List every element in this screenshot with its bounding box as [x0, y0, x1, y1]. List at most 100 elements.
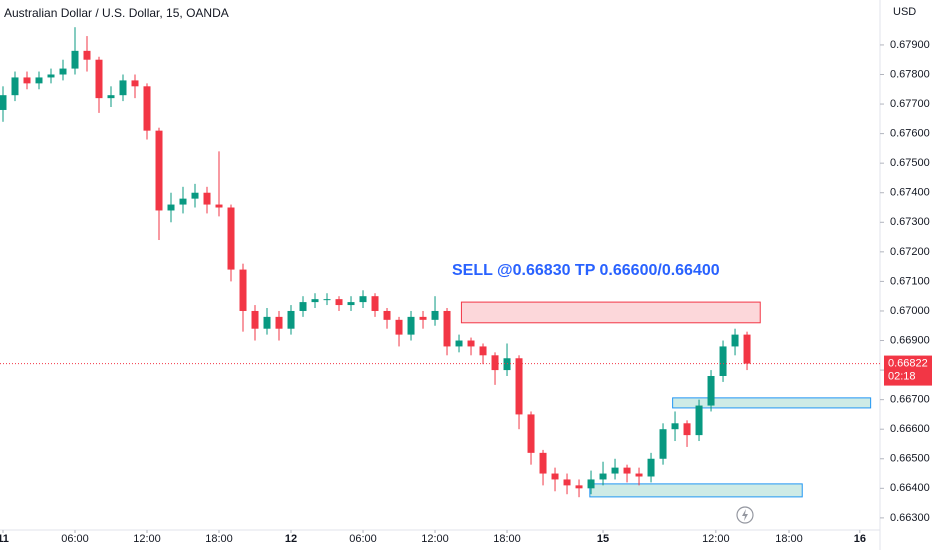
candle-body: [743, 334, 751, 364]
candle-body: [191, 192, 199, 199]
candle-body: [71, 50, 79, 69]
candle-body: [83, 50, 91, 60]
candle-body: [11, 77, 19, 96]
x-tick-label: 18:00: [205, 533, 233, 545]
x-tick-label: 12:00: [702, 533, 730, 545]
candle-body: [167, 204, 175, 211]
candle-body: [599, 473, 607, 480]
candle-body: [395, 319, 403, 335]
y-tick-label: 0.66300: [890, 512, 930, 524]
x-tick-label: 18:00: [493, 533, 521, 545]
candle-body: [431, 310, 439, 320]
candle-body: [419, 316, 427, 320]
candle-body: [59, 68, 67, 75]
candle-body: [479, 346, 487, 356]
candle-body: [23, 77, 31, 84]
x-tick-label: 12: [285, 533, 297, 545]
candle-body: [719, 346, 727, 376]
candle-body: [47, 74, 55, 78]
y-tick-label: 0.67800: [890, 68, 930, 80]
candle-body: [239, 269, 247, 311]
zone: [589, 483, 803, 498]
candle-body: [587, 479, 595, 489]
y-tick-label: 0.66900: [890, 334, 930, 346]
replay-icon-bolt: [742, 509, 748, 521]
x-tick-label: 11: [0, 533, 9, 545]
y-unit: USD: [893, 6, 916, 18]
x-tick-label: 12:00: [421, 533, 449, 545]
candle-body: [407, 316, 415, 335]
y-tick-label: 0.66700: [890, 394, 930, 406]
candle-body: [515, 358, 523, 415]
y-tick-label: 0.67200: [890, 246, 930, 258]
y-tick-label: 0.66500: [890, 453, 930, 465]
candle-body: [491, 355, 499, 371]
candle-body: [143, 86, 151, 131]
candle-body: [95, 59, 103, 99]
candle-body: [443, 310, 451, 347]
candle-body: [275, 316, 283, 329]
candle-body: [299, 302, 307, 311]
candle-body: [455, 340, 463, 347]
candle-body: [155, 130, 163, 211]
x-tick-label: 06:00: [61, 533, 89, 545]
candle-body: [227, 207, 235, 270]
candle-body: [611, 467, 619, 474]
y-tick-label: 0.67000: [890, 305, 930, 317]
y-tick-label: 0.67100: [890, 275, 930, 287]
candle-body: [131, 80, 139, 87]
candle-body: [683, 423, 691, 436]
candle-body: [179, 198, 187, 205]
y-tick-label: 0.66600: [890, 423, 930, 435]
x-tick-label: 15: [597, 533, 609, 545]
annotation: SELL @0.66830 TP 0.66600/0.66400: [452, 262, 720, 279]
y-tick-label: 0.67500: [890, 157, 930, 169]
candle-body: [215, 204, 223, 208]
chart-title: Australian Dollar / U.S. Dollar, 15, OAN…: [4, 6, 229, 20]
candle-body: [371, 296, 379, 311]
candle-body: [575, 485, 583, 489]
candle-body: [0, 95, 7, 110]
last-price-box: [884, 355, 932, 386]
y-tick-label: 0.67600: [890, 128, 930, 140]
candle-body: [707, 375, 715, 406]
x-tick-label: 12:00: [133, 533, 161, 545]
candle-body: [527, 414, 535, 453]
y-tick-label: 0.66400: [890, 482, 930, 494]
candle-body: [635, 473, 643, 477]
candle-body: [35, 77, 43, 84]
candle-body: [263, 316, 271, 329]
zone: [460, 301, 761, 324]
candle-body: [359, 296, 367, 303]
candle-body: [335, 299, 343, 306]
candle-body: [551, 473, 559, 480]
candle-body: [323, 299, 331, 301]
candle-body: [563, 479, 571, 486]
y-tick-label: 0.67300: [890, 216, 930, 228]
candle-body: [287, 310, 295, 329]
countdown: 02:18: [888, 370, 916, 382]
candle-body: [731, 334, 739, 347]
zone: [672, 397, 872, 409]
candle-body: [383, 310, 391, 320]
candle-body: [203, 192, 211, 205]
candle-body: [623, 467, 631, 474]
x-tick-label: 06:00: [349, 533, 377, 545]
y-tick-label: 0.67400: [890, 187, 930, 199]
candle-body: [119, 80, 127, 96]
candle-body: [311, 299, 319, 303]
x-tick-label: 16: [854, 533, 866, 545]
y-tick-label: 0.67900: [890, 39, 930, 51]
candle-body: [107, 95, 115, 99]
candle-body: [539, 452, 547, 474]
candle-body: [467, 340, 475, 347]
last-price-label: 0.66822: [888, 357, 928, 369]
x-tick-label: 18:00: [775, 533, 803, 545]
candle-body: [671, 423, 679, 430]
candle-body: [251, 310, 259, 329]
candle-body: [695, 405, 703, 436]
candle-body: [647, 458, 655, 477]
candle-body: [659, 429, 667, 459]
candle-body: [347, 302, 355, 306]
candle-body: [503, 358, 511, 371]
